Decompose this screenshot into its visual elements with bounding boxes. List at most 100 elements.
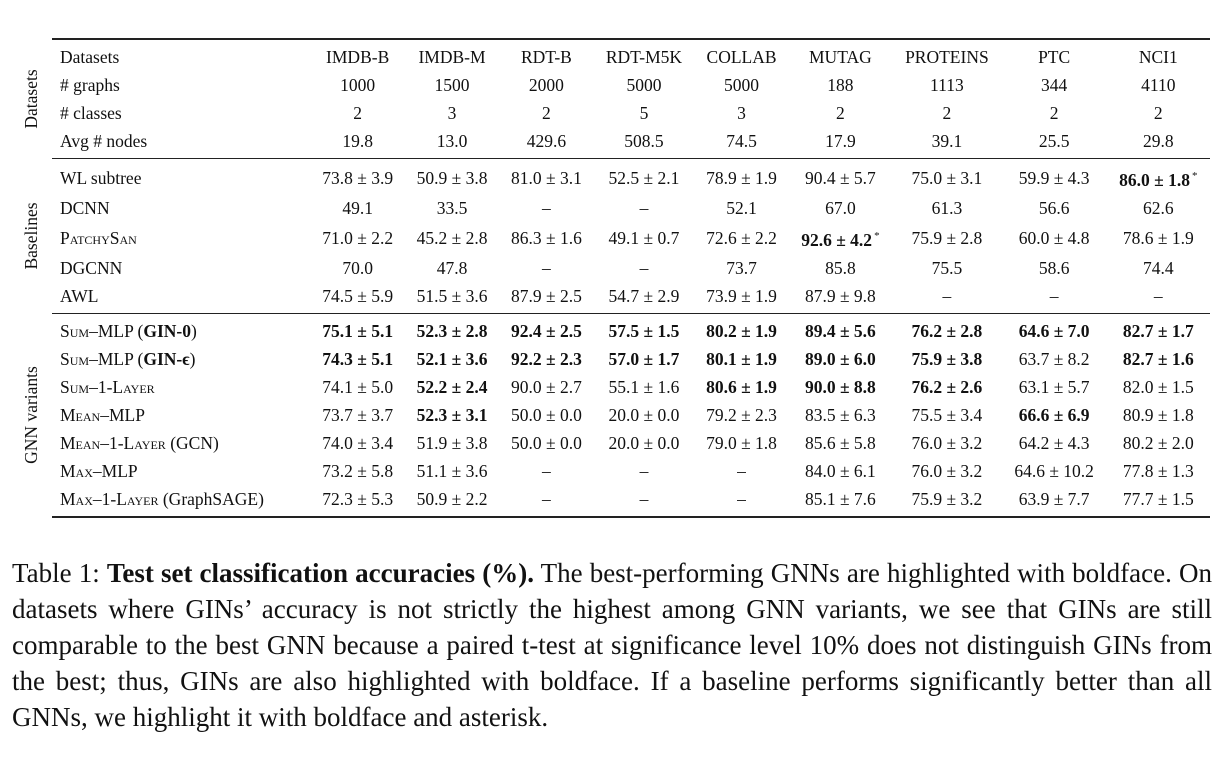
results-table: Datasets Datasets IMDB-B IMDB-M RDT-B RDT-M5K… xyxy=(10,38,1210,518)
cell-value: 73.2 ± 5.8 xyxy=(322,460,394,481)
cell-value: 82.7 ± 1.7 xyxy=(1122,320,1194,341)
cell-value: 80.2 ± 2.0 xyxy=(1122,432,1194,453)
cell-value: – xyxy=(737,460,746,481)
row-label-main: Mean–1-Layer xyxy=(60,432,166,453)
table-cell: 57.5 ± 1.5 xyxy=(593,312,695,345)
results-table-container: Datasets Datasets IMDB-B IMDB-M RDT-B RDT-M5K… xyxy=(10,38,1210,518)
table-cell: 72.6 ± 2.2 xyxy=(694,222,788,254)
cell-value: – xyxy=(639,460,649,481)
table-cell: 5000 xyxy=(626,75,662,95)
row-label: DGCNN xyxy=(60,257,123,278)
cell-value: 55.1 ± 1.6 xyxy=(608,376,680,397)
row-label-tail: (GCN) xyxy=(165,432,219,453)
table-cell: 47.8 xyxy=(405,254,499,282)
cell-value: 50.9 ± 2.2 xyxy=(416,488,488,509)
cell-value: 67.0 xyxy=(825,197,856,218)
cell-value: 58.6 xyxy=(1038,257,1070,278)
table-caption: Table 1: Test set classification accurac… xyxy=(12,555,1212,735)
table-cell: 60.0 ± 4.8 xyxy=(1002,222,1107,254)
table-cell: 344 xyxy=(1041,75,1068,95)
table-cell: 85.1 ± 7.6 xyxy=(788,484,893,518)
table-cell: 77.8 ± 1.3 xyxy=(1107,457,1210,485)
column-header: COLLAB xyxy=(694,38,789,71)
cell-value: 75.1 ± 5.1 xyxy=(322,320,394,341)
cell-value: 77.8 ± 1.3 xyxy=(1122,460,1194,481)
table-cell: 19.8 xyxy=(342,131,373,151)
table-cell: 52.1 ± 3.6 xyxy=(405,345,499,373)
table-cell: – xyxy=(499,254,593,282)
column-header: IMDB-M xyxy=(404,38,500,71)
row-label: DCNN xyxy=(60,197,110,218)
cell-value: 54.7 ± 2.9 xyxy=(608,285,680,306)
group-datasets-label: Datasets xyxy=(21,69,41,129)
results-table-body: Datasets Datasets IMDB-B IMDB-M RDT-B RDT-M5K… xyxy=(10,38,1210,518)
table-cell: 1113 xyxy=(930,75,964,95)
cell-value: 89.4 ± 5.6 xyxy=(804,320,876,341)
group-datasets: Datasets xyxy=(10,39,52,159)
column-header: IMDB-B xyxy=(310,38,405,71)
table-cell: 74.5 ± 5.9 xyxy=(310,282,404,314)
row-label-bold: GIN-0 xyxy=(143,320,191,341)
table-cell: 92.4 ± 2.5 xyxy=(499,312,594,345)
gnn-row: Mean–1-Layer (GCN) 74.0 ± 3.4 51.9 ± 3.8 50… xyxy=(10,429,1210,457)
row-label: AWL xyxy=(60,285,99,306)
table-cell: 73.7 xyxy=(694,254,788,282)
table-cell: – xyxy=(1107,282,1210,314)
row-label-main: Max–MLP xyxy=(60,460,138,481)
cell-value: 74.4 xyxy=(1142,257,1174,278)
table-cell: 66.6 ± 6.9 xyxy=(1002,401,1107,429)
table-cell: 86.0 ± 1.8 * xyxy=(1106,157,1210,194)
cell-value: 20.0 ± 0.0 xyxy=(608,432,680,453)
cell-value: 63.9 ± 7.7 xyxy=(1018,488,1090,509)
table-cell: 71.0 ± 2.2 xyxy=(310,222,404,254)
group-baselines: Baselines xyxy=(10,159,52,314)
cell-value: 75.0 ± 3.1 xyxy=(911,167,983,188)
cell-value: – xyxy=(1049,285,1059,306)
table-cell: 56.6 xyxy=(1002,194,1107,222)
table-cell: 76.0 ± 3.2 xyxy=(892,429,1002,457)
column-header: PTC xyxy=(1001,38,1107,71)
table-cell: 50.9 ± 3.8 xyxy=(404,157,500,194)
table-cell: 52.3 ± 2.8 xyxy=(404,312,500,345)
cell-value: 45.2 ± 2.8 xyxy=(416,227,488,248)
table-cell: 74.0 ± 3.4 xyxy=(310,429,404,457)
row-label-tail: ) xyxy=(191,320,197,341)
cell-value: 56.6 xyxy=(1038,197,1070,218)
table-cell: – xyxy=(499,484,594,518)
table-cell: 51.5 ± 3.6 xyxy=(405,282,499,314)
cell-value: 92.2 ± 2.3 xyxy=(510,348,582,369)
cell-value: – xyxy=(942,285,952,306)
cell-value: 92.6 ± 4.2 xyxy=(801,229,873,250)
table-cell: 80.6 ± 1.9 xyxy=(694,373,788,401)
row-label: Max–1-Layer (GraphSAGE) xyxy=(52,484,311,518)
cell-value: 74.0 ± 3.4 xyxy=(322,432,394,453)
table-cell: – xyxy=(594,254,695,282)
cell-value: – xyxy=(639,257,649,278)
header-label: Datasets xyxy=(52,38,311,71)
table-cell: 79.0 ± 1.8 xyxy=(694,429,788,457)
cell-value: 87.9 ± 2.5 xyxy=(510,285,582,306)
cell-value: 89.0 ± 6.0 xyxy=(804,348,876,369)
table-cell: 13.0 xyxy=(436,131,468,151)
table-cell: 72.3 ± 5.3 xyxy=(310,484,405,518)
asterisk-mark: * xyxy=(874,229,880,242)
table-cell: 33.5 xyxy=(405,194,499,222)
cell-value: 33.5 xyxy=(436,197,468,218)
cell-value: 82.7 ± 1.6 xyxy=(1122,348,1194,369)
cell-value: 64.6 ± 7.0 xyxy=(1018,320,1090,341)
row-label-main: Mean–MLP xyxy=(60,404,145,425)
cell-value: 80.2 ± 1.9 xyxy=(706,320,777,341)
cell-value: 87.9 ± 9.8 xyxy=(804,285,876,306)
table-cell: 63.9 ± 7.7 xyxy=(1001,484,1107,518)
table-cell: 4110 xyxy=(1141,75,1176,95)
cell-value: 77.7 ± 1.5 xyxy=(1122,488,1194,509)
table-cell: 5 xyxy=(639,103,649,123)
asterisk-mark: * xyxy=(1191,170,1198,182)
cell-value: 60.0 ± 4.8 xyxy=(1018,227,1090,248)
column-header: PROTEINS xyxy=(892,38,1002,71)
cell-value: – xyxy=(737,488,746,509)
table-cell: 57.0 ± 1.7 xyxy=(594,345,695,373)
table-cell: 92.6 ± 4.2 * xyxy=(789,222,892,254)
column-header: RDT-B xyxy=(499,38,594,71)
cell-value: 49.1 xyxy=(342,197,373,218)
